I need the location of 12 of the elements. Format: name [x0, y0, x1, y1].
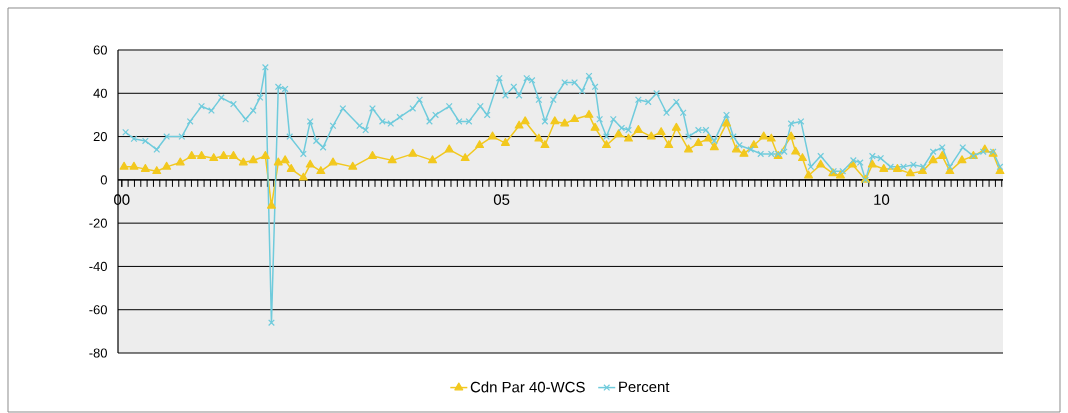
y-tick-label: 0 [100, 175, 107, 185]
legend-label: Percent [619, 381, 670, 393]
y-tick-label: 20 [93, 131, 107, 142]
y-tick-label: -40 [89, 261, 107, 272]
y-tick-label: 40 [93, 88, 107, 98]
x-tick-label: 10 [874, 194, 890, 205]
y-tick-label: -60 [89, 305, 107, 315]
y-tick-label: -20 [89, 218, 107, 228]
y-tick-label: 60 [93, 45, 107, 55]
y-tick-label: -80 [89, 348, 107, 358]
legend-label: Cdn Par 40-WCS [470, 381, 585, 393]
x-tick-label: 05 [493, 194, 510, 205]
